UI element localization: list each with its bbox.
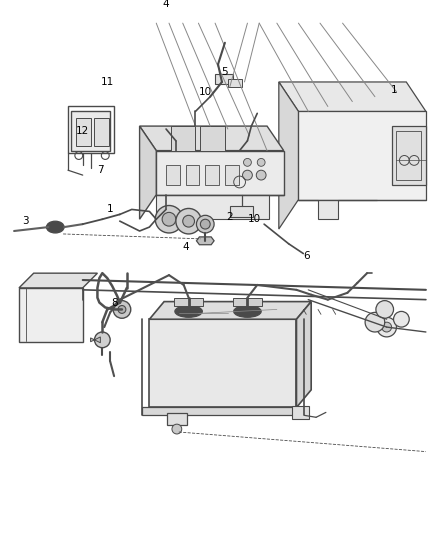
Bar [167,414,186,425]
Circle shape [155,206,182,233]
Polygon shape [278,82,425,111]
Bar [291,406,308,419]
Circle shape [118,305,126,313]
Text: 4: 4 [162,0,169,9]
Text: 5: 5 [221,67,228,77]
Circle shape [242,170,252,180]
Polygon shape [156,195,268,219]
Ellipse shape [46,221,64,233]
Polygon shape [139,126,283,151]
Text: 7: 7 [97,165,103,175]
Polygon shape [196,237,214,245]
Circle shape [113,301,131,318]
Polygon shape [19,273,97,288]
Bar [173,297,203,305]
Polygon shape [141,408,304,415]
Bar [76,118,90,146]
Text: 10: 10 [198,87,212,97]
Polygon shape [170,126,195,151]
Polygon shape [156,151,283,195]
Polygon shape [90,337,100,343]
Circle shape [172,424,181,434]
Circle shape [376,317,396,337]
Text: 12: 12 [76,126,89,136]
Polygon shape [149,302,311,319]
Circle shape [256,170,265,180]
Circle shape [243,158,251,166]
Text: 4: 4 [182,241,188,252]
Text: 1: 1 [106,205,113,214]
Circle shape [375,301,392,318]
Polygon shape [19,288,82,342]
Bar [224,165,238,185]
Text: 3: 3 [22,216,29,226]
Bar [166,165,180,185]
Bar [185,165,199,185]
Bar [232,297,261,305]
Polygon shape [200,126,224,151]
Polygon shape [139,126,156,219]
Text: 11: 11 [100,77,113,87]
Text: 8: 8 [110,297,117,308]
Circle shape [94,332,110,348]
Circle shape [381,322,391,332]
Circle shape [200,219,210,229]
Bar [94,118,109,146]
Circle shape [196,215,214,233]
Polygon shape [298,111,425,200]
Ellipse shape [174,305,202,317]
Polygon shape [296,302,311,408]
Polygon shape [391,126,425,185]
Ellipse shape [233,305,261,317]
Circle shape [162,212,176,226]
Polygon shape [278,82,298,229]
Text: 10: 10 [247,214,260,224]
Bar [205,165,219,185]
Circle shape [176,208,201,234]
Polygon shape [71,111,110,151]
Circle shape [182,215,194,227]
Bar [227,79,241,87]
Bar [396,131,420,180]
Text: 6: 6 [302,251,309,261]
Bar [229,206,253,217]
Text: 2: 2 [226,212,233,222]
Polygon shape [298,200,376,219]
Circle shape [392,311,408,327]
Circle shape [364,312,384,332]
Polygon shape [149,319,296,408]
Text: 1: 1 [390,85,397,95]
Circle shape [257,158,265,166]
Bar [215,74,232,84]
